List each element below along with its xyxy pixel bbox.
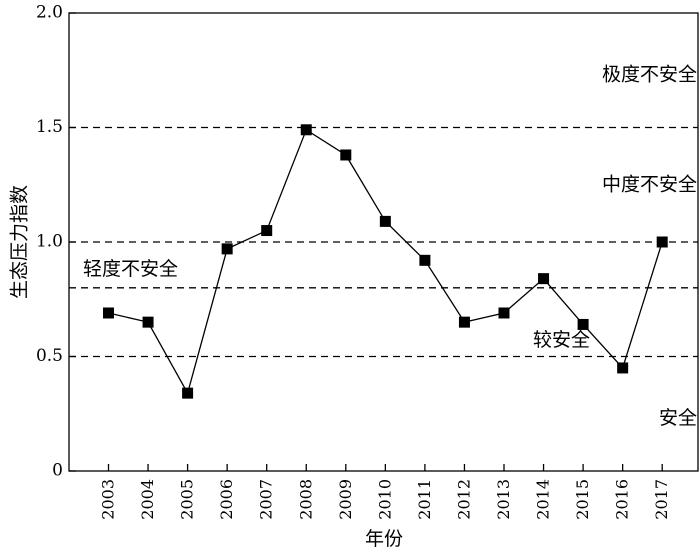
y-tick-label-3: 1.5 [36,117,63,137]
zone-label-3: 较安全 [533,329,590,351]
x-tick-label-3: 2006 [217,479,236,520]
data-point-2014 [538,273,550,285]
y-tick-label-1: 0.5 [36,346,63,366]
y-axis-title: 生态压力指数 [9,185,31,299]
data-point-2009 [340,149,352,161]
data-point-2016 [617,362,629,374]
x-tick-label-7: 2010 [375,479,394,520]
data-point-2010 [379,215,391,227]
x-tick-label-12: 2015 [573,479,592,520]
data-point-2007 [261,225,273,237]
series-line [103,124,668,399]
x-tick-label-0: 2003 [99,479,118,520]
series-line-0 [108,128,663,395]
x-tick-label-9: 2012 [454,479,473,520]
data-point-2011 [419,254,431,266]
x-tick-label-5: 2008 [296,479,315,520]
y-tick-label-0: 0 [52,461,63,481]
x-tick-label-14: 2017 [652,479,671,520]
data-point-2013 [498,307,510,319]
x-tick-label-4: 2007 [257,479,276,520]
x-tick-label-10: 2013 [494,479,513,520]
zone-label-1: 中度不安全 [602,173,697,195]
data-point-2012 [458,316,470,328]
x-tick-label-13: 2016 [613,479,632,520]
data-point-2008 [300,124,312,136]
x-tick-label-1: 2004 [138,479,157,520]
data-point-2005 [182,387,194,399]
data-point-2015 [577,318,589,330]
data-point-2006 [221,243,233,255]
x-tick-label-6: 2009 [336,479,355,520]
zone-label-0: 极度不安全 [602,63,697,85]
zone-label-4: 安全 [659,407,697,429]
y-tick-label-2: 1.0 [36,232,63,252]
x-tick-label-8: 2011 [415,479,434,520]
data-point-2003 [103,307,114,319]
x-tick-label-2: 2005 [178,479,197,520]
x-axis: 2003 2004 2005 2006 2007 2008 2009 2010 2011 2012… [99,464,671,520]
y-tick-label-4: 2.0 [36,3,63,23]
zone-lines [69,126,698,358]
plot-frame [68,12,699,472]
zone-label-2: 轻度不安全 [83,258,178,280]
data-point-2004 [142,316,154,328]
x-axis-title: 年份 [365,528,403,550]
x-tick-label-11: 2014 [534,479,553,520]
y-axis: 0 0.5 1.0 1.5 2.0 [36,3,76,481]
data-point-2017 [656,236,668,248]
